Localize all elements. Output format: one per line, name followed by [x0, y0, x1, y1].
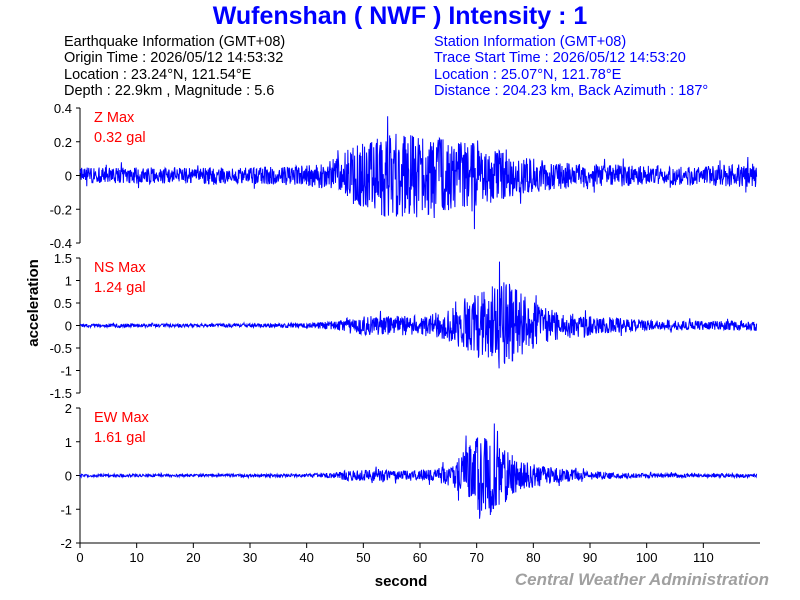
y-tick-label-z: 0.2	[54, 135, 72, 150]
y-tick-label-ew: 1	[65, 435, 72, 450]
y-tick-label-ew: -2	[60, 536, 72, 551]
x-tick-label: 80	[526, 550, 540, 565]
x-tick-label: 110	[693, 550, 714, 565]
x-tick-label: 90	[583, 550, 597, 565]
x-tick-label: 30	[243, 550, 257, 565]
y-tick-label-z: 0	[65, 169, 72, 184]
y-tick-label-ns: -0.5	[50, 341, 72, 356]
x-tick-label: 0	[76, 550, 83, 565]
x-tick-label: 70	[469, 550, 483, 565]
panel-ns: 1.5 1 0.5 0 -0.5 -1 -1.5 NS Max 1.24 gal	[50, 251, 758, 401]
waveform-trace-z	[79, 116, 758, 230]
page-title: Wufenshan ( NWF ) Intensity : 1	[212, 2, 588, 30]
y-tick-label-ew: 0	[65, 469, 72, 484]
y-tick-label-ew: 2	[65, 401, 72, 416]
station-info: Station Information (GMT+08) Trace Start…	[434, 34, 708, 99]
x-axis-label: second	[375, 573, 428, 590]
y-tick-label-z: 0.4	[54, 101, 72, 116]
y-tick-label-z: -0.2	[50, 202, 72, 217]
x-tick-label: 10	[129, 550, 143, 565]
y-tick-label-ns: 0	[65, 319, 72, 334]
origin-time: Origin Time : 2026/05/12 14:53:32	[64, 50, 284, 67]
y-tick-label-ns: 1.5	[54, 251, 72, 266]
max-label-ew: EW Max	[94, 410, 150, 426]
waveform-trace-ew	[79, 423, 758, 519]
waveform-trace-ns	[79, 261, 758, 369]
panel-z: 0.4 0.2 0 -0.2 -0.4 Z Max 0.32 gal	[50, 101, 758, 251]
waveform-panels: 0.4 0.2 0 -0.2 -0.4 Z Max 0.32 gal 1.5 1 0.5 0 -0.5…	[50, 101, 758, 551]
y-tick-label-z: -0.4	[50, 236, 72, 251]
distance-azimuth: Distance : 204.23 km, Back Azimuth : 187…	[434, 82, 709, 99]
x-tick-label: 20	[186, 550, 200, 565]
x-tick-label: 60	[413, 550, 427, 565]
earthquake-info: Earthquake Information (GMT+08) Origin T…	[64, 34, 285, 99]
station-info-heading: Station Information (GMT+08)	[434, 34, 627, 50]
max-value-z: 0.32 gal	[94, 130, 146, 146]
epicenter-location: Location : 23.24°N, 121.54°E	[64, 66, 252, 83]
y-tick-label-ns: -1.5	[50, 386, 72, 401]
trace-start-time: Trace Start Time : 2026/05/12 14:53:20	[434, 50, 686, 67]
y-tick-label-ns: 1	[65, 274, 72, 289]
max-label-z: Z Max	[94, 110, 135, 126]
y-tick-label-ns: -1	[60, 364, 72, 379]
x-tick-label: 50	[356, 550, 370, 565]
max-value-ew: 1.61 gal	[94, 430, 146, 446]
station-location: Location : 25.07°N, 121.78°E	[434, 66, 622, 83]
x-tick-label: 100	[636, 550, 658, 565]
max-value-ns: 1.24 gal	[94, 280, 146, 296]
max-label-ns: NS Max	[94, 260, 146, 276]
panel-ew: 2 1 0 -1 -2 EW Max 1.61 gal	[60, 401, 758, 551]
y-tick-label-ew: -1	[60, 502, 72, 517]
y-tick-label-ns: 0.5	[54, 296, 72, 311]
earthquake-info-heading: Earthquake Information (GMT+08)	[64, 34, 286, 50]
x-axis: 0 10 20 30 40 50 60 70 80 90 100 110	[76, 542, 760, 565]
agency-credit: Central Weather Administration	[514, 570, 769, 589]
x-tick-label: 40	[299, 550, 313, 565]
y-axis-label: acceleration	[25, 259, 42, 347]
depth-magnitude: Depth : 22.9km , Magnitude : 5.6	[64, 82, 275, 99]
